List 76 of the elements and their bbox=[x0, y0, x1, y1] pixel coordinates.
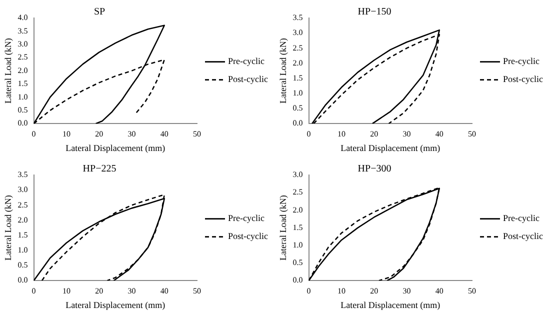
y-tick-label: 2.5 bbox=[18, 52, 28, 62]
x-tick-label: 0 bbox=[306, 129, 311, 138]
x-tick-label: 30 bbox=[128, 129, 136, 138]
y-tick-label: 1.0 bbox=[18, 92, 28, 102]
x-tick-label: 40 bbox=[435, 129, 444, 138]
x-tick-label: 50 bbox=[468, 286, 476, 296]
chart-title: HP−150 bbox=[358, 6, 392, 18]
y-tick-label: 3.0 bbox=[18, 185, 28, 194]
y-tick-label: 4.0 bbox=[18, 13, 28, 22]
x-tick-label: 30 bbox=[402, 129, 411, 138]
x-tick-label: 0 bbox=[32, 129, 36, 138]
x-tick-label: 0 bbox=[306, 286, 311, 296]
legend-label: Post-cyclic bbox=[228, 231, 268, 242]
y-tick-label: 1.0 bbox=[292, 240, 303, 250]
legend-label: Pre-cyclic bbox=[228, 56, 264, 66]
legend-label: Pre-cyclic bbox=[503, 213, 540, 224]
y-tick-label: 0.5 bbox=[18, 105, 28, 114]
x-tick-label: 30 bbox=[402, 286, 411, 296]
y-tick-label: 2.0 bbox=[292, 205, 303, 214]
y-axis-title: Lateral Load (kN) bbox=[2, 38, 13, 104]
x-tick-label: 50 bbox=[468, 129, 476, 138]
y-tick-label: 1.5 bbox=[292, 222, 303, 232]
y-tick-label: 2.5 bbox=[18, 200, 28, 210]
x-tick-label: 20 bbox=[95, 129, 104, 138]
x-axis-title: Lateral Displacement (mm) bbox=[340, 142, 440, 153]
x-tick-label: 20 bbox=[370, 129, 378, 138]
x-tick-label: 20 bbox=[370, 286, 378, 296]
y-axis-title: Lateral Load (kN) bbox=[278, 38, 288, 104]
y-axis-title: Lateral Load (kN) bbox=[2, 195, 13, 261]
x-tick-label: 50 bbox=[193, 129, 201, 138]
chart-title: HP−300 bbox=[358, 164, 392, 175]
legend-label: Pre-cyclic bbox=[503, 56, 540, 66]
x-tick-label: 10 bbox=[62, 286, 70, 296]
y-tick-label: 1.5 bbox=[18, 79, 28, 88]
y-tick-label: 0.5 bbox=[18, 260, 28, 270]
x-tick-label: 50 bbox=[193, 286, 201, 296]
legend-label: Post-cyclic bbox=[503, 231, 543, 242]
y-tick-label: 0.0 bbox=[292, 276, 303, 285]
y-axis-title: Lateral Load (kN) bbox=[278, 195, 288, 261]
y-tick-label: 0.5 bbox=[292, 258, 303, 268]
y-tick-label: 0.0 bbox=[292, 118, 303, 128]
y-tick-label: 3.5 bbox=[18, 170, 28, 180]
legend-label: Pre-cyclic bbox=[228, 213, 264, 224]
y-tick-label: 0.5 bbox=[292, 104, 303, 113]
y-tick-label: 2.0 bbox=[18, 66, 28, 75]
y-tick-label: 0.0 bbox=[18, 118, 28, 128]
y-tick-label: 3.5 bbox=[18, 26, 28, 36]
y-tick-label: 1.5 bbox=[18, 230, 28, 240]
y-tick-label: 1.0 bbox=[292, 88, 303, 98]
x-tick-label: 20 bbox=[95, 286, 104, 296]
y-tick-label: 0.0 bbox=[18, 276, 28, 285]
legend-label: Post-cyclic bbox=[228, 74, 268, 84]
y-tick-label: 2.5 bbox=[292, 188, 303, 197]
y-tick-label: 3.0 bbox=[292, 170, 303, 180]
x-axis-title: Lateral Displacement (mm) bbox=[66, 300, 166, 310]
x-axis-title: Lateral Displacement (mm) bbox=[66, 142, 166, 153]
x-tick-label: 40 bbox=[160, 286, 168, 296]
y-tick-label: 2.5 bbox=[292, 43, 303, 52]
x-tick-label: 10 bbox=[337, 129, 346, 138]
x-axis-title: Lateral Displacement (mm) bbox=[340, 300, 440, 310]
x-tick-label: 10 bbox=[337, 286, 346, 296]
y-tick-label: 3.5 bbox=[292, 13, 303, 22]
x-tick-label: 40 bbox=[160, 129, 168, 138]
chart-title: HP−225 bbox=[82, 164, 116, 175]
y-tick-label: 3.0 bbox=[292, 28, 303, 38]
chart-title: SP bbox=[94, 6, 106, 18]
x-tick-label: 10 bbox=[62, 129, 70, 138]
x-tick-label: 40 bbox=[435, 286, 444, 296]
y-tick-label: 2.0 bbox=[18, 215, 28, 224]
x-tick-label: 30 bbox=[128, 286, 136, 296]
y-tick-label: 3.0 bbox=[18, 39, 28, 48]
y-tick-label: 1.5 bbox=[292, 73, 303, 82]
y-tick-label: 2.0 bbox=[292, 58, 303, 68]
legend-label: Post-cyclic bbox=[503, 74, 543, 84]
y-tick-label: 1.0 bbox=[18, 246, 28, 255]
x-tick-label: 0 bbox=[32, 286, 36, 296]
